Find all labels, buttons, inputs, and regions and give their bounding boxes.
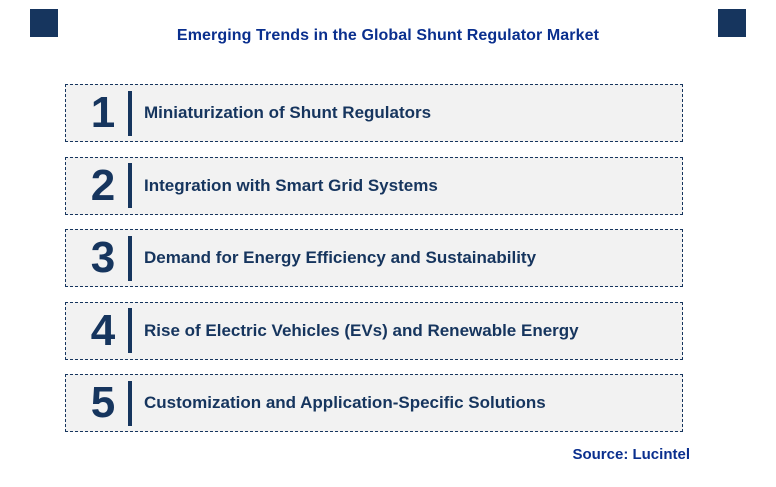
- trend-list: 1 Miniaturization of Shunt Regulators 2 …: [65, 84, 683, 432]
- divider-bar: [128, 235, 132, 281]
- trend-number: 1: [90, 88, 116, 137]
- trend-label: Customization and Application-Specific S…: [144, 393, 546, 412]
- trend-label: Integration with Smart Grid Systems: [144, 175, 438, 195]
- trend-number: 5: [90, 378, 116, 427]
- page-title: Emerging Trends in the Global Shunt Regu…: [176, 27, 600, 44]
- trend-label: Rise of Electric Vehicles (EVs) and Rene…: [144, 320, 579, 340]
- trend-row-3: 3 Demand for Energy Efficiency and Susta…: [65, 229, 683, 287]
- divider-bar: [128, 380, 132, 426]
- trend-row-1: 1 Miniaturization of Shunt Regulators: [65, 84, 683, 142]
- source-credit: Source: Lucintel: [572, 446, 690, 463]
- trend-row-5: 5 Customization and Application-Specific…: [65, 374, 683, 432]
- trend-number: 2: [90, 160, 116, 210]
- trend-label: Demand for Energy Efficiency and Sustain…: [144, 248, 537, 267]
- divider-bar: [128, 90, 132, 136]
- trend-number: 4: [90, 305, 116, 355]
- corner-accent-top-right: [718, 9, 746, 37]
- trend-row-4: 4 Rise of Electric Vehicles (EVs) and Re…: [65, 301, 683, 360]
- corner-accent-top-left: [30, 9, 58, 37]
- trend-row-2: 2 Integration with Smart Grid Systems: [65, 156, 683, 215]
- trend-label: Miniaturization of Shunt Regulators: [144, 103, 432, 122]
- divider-bar: [128, 308, 132, 353]
- divider-bar: [128, 163, 132, 208]
- trend-number: 3: [90, 233, 116, 282]
